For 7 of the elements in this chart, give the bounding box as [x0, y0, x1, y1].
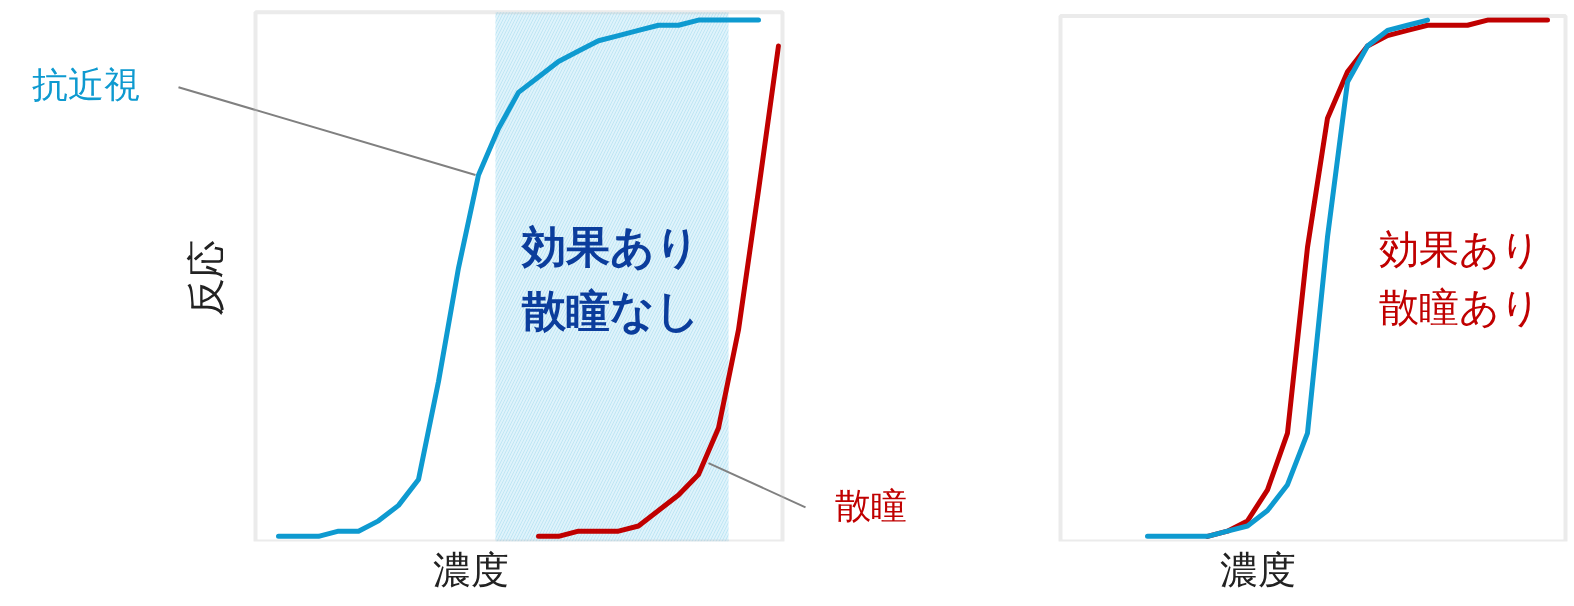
text: 抗近視: [31, 64, 140, 106]
text: 散瞳: [834, 484, 907, 526]
annotation: 効果あり散瞳あり: [1378, 226, 1541, 330]
y-axis-title: 反応: [183, 240, 228, 317]
annotation: 効果あり散瞳なし: [520, 220, 700, 336]
x-axis-title: 濃度: [1219, 547, 1296, 592]
x-axis-title: 濃度: [432, 547, 509, 592]
